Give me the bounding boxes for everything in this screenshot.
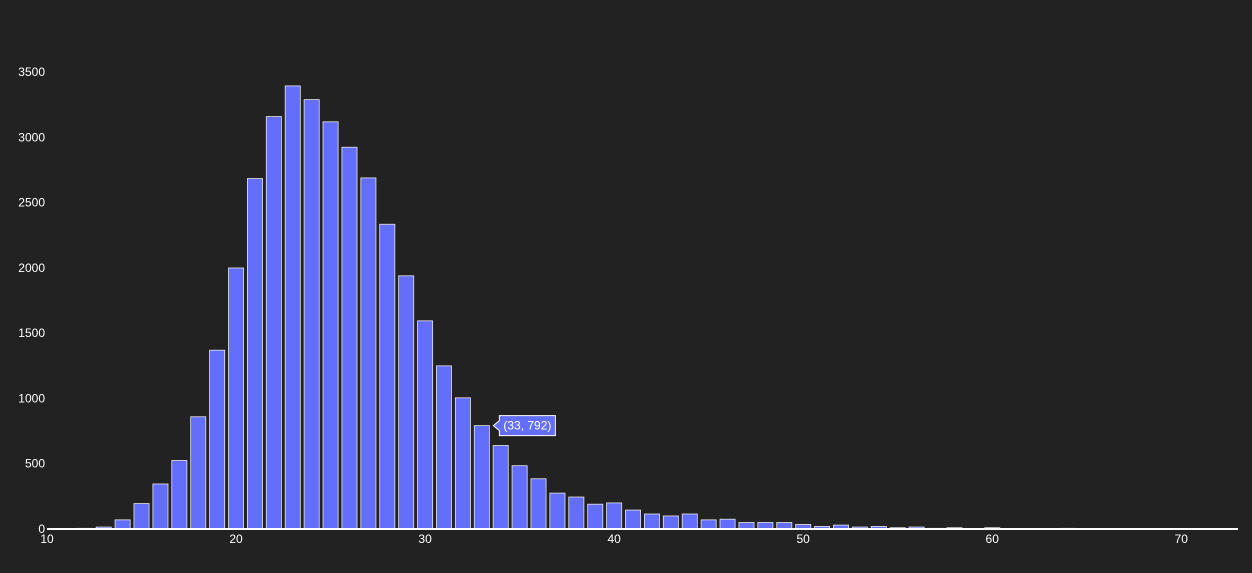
bar-28[interactable] bbox=[380, 224, 395, 529]
y-tick-label: 500 bbox=[25, 457, 45, 471]
bar-24[interactable] bbox=[304, 100, 319, 529]
bar-25[interactable] bbox=[323, 122, 338, 529]
bar-30[interactable] bbox=[418, 321, 433, 529]
y-tick-label: 2500 bbox=[18, 196, 45, 210]
bar-17[interactable] bbox=[172, 460, 187, 529]
bar-35[interactable] bbox=[512, 466, 527, 529]
bar-36[interactable] bbox=[531, 479, 546, 529]
x-tick-label: 20 bbox=[229, 532, 243, 546]
bar-45[interactable] bbox=[701, 520, 716, 529]
x-tick-label: 40 bbox=[607, 532, 621, 546]
bar-38[interactable] bbox=[569, 497, 584, 529]
bar-16[interactable] bbox=[153, 484, 168, 529]
y-tick-label: 2000 bbox=[18, 261, 45, 275]
x-tick-label: 70 bbox=[1175, 532, 1189, 546]
bar-19[interactable] bbox=[210, 350, 225, 529]
bar-39[interactable] bbox=[588, 504, 603, 529]
bar-33[interactable] bbox=[474, 426, 489, 529]
bar-34[interactable] bbox=[493, 445, 508, 529]
bar-22[interactable] bbox=[266, 117, 281, 529]
bar-27[interactable] bbox=[361, 178, 376, 529]
bar-40[interactable] bbox=[607, 503, 622, 529]
bar-42[interactable] bbox=[644, 514, 659, 529]
bar-46[interactable] bbox=[720, 519, 735, 529]
bar-43[interactable] bbox=[663, 516, 678, 529]
x-tick-label: 60 bbox=[986, 532, 1000, 546]
x-tick-label: 50 bbox=[797, 532, 811, 546]
bar-14[interactable] bbox=[115, 520, 130, 529]
bar-37[interactable] bbox=[550, 493, 565, 529]
bar-18[interactable] bbox=[191, 417, 206, 529]
bar-20[interactable] bbox=[228, 268, 243, 529]
bar-32[interactable] bbox=[455, 398, 470, 529]
x-tick-label: 10 bbox=[40, 532, 54, 546]
bar-31[interactable] bbox=[436, 366, 451, 529]
bar-26[interactable] bbox=[342, 147, 357, 529]
y-tick-label: 3000 bbox=[18, 130, 45, 144]
bar-29[interactable] bbox=[399, 276, 414, 529]
bar-21[interactable] bbox=[247, 179, 262, 529]
y-tick-label: 3500 bbox=[18, 65, 45, 79]
x-tick-label: 30 bbox=[418, 532, 432, 546]
hover-tooltip: (33, 792) bbox=[493, 416, 555, 436]
y-tick-label: 1500 bbox=[18, 326, 45, 340]
y-tick-label: 1000 bbox=[18, 391, 45, 405]
bar-44[interactable] bbox=[682, 514, 697, 529]
bar-23[interactable] bbox=[285, 86, 300, 529]
bar-41[interactable] bbox=[625, 510, 640, 529]
bar-15[interactable] bbox=[134, 504, 149, 529]
tooltip-text: (33, 792) bbox=[503, 419, 551, 433]
